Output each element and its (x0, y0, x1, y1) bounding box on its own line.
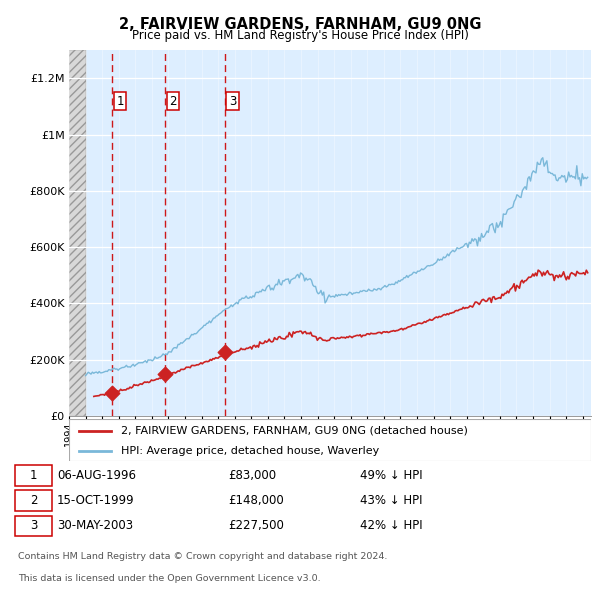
Point (220, 347, 230, 356)
FancyBboxPatch shape (15, 516, 52, 536)
Text: 2, FAIRVIEW GARDENS, FARNHAM, GU9 0NG: 2, FAIRVIEW GARDENS, FARNHAM, GU9 0NG (119, 17, 481, 31)
Text: 1: 1 (30, 469, 37, 482)
FancyBboxPatch shape (15, 466, 52, 486)
Point (160, 369, 170, 379)
Text: 06-AUG-1996: 06-AUG-1996 (57, 469, 136, 482)
Text: 3: 3 (30, 519, 37, 532)
Text: 3: 3 (229, 95, 236, 108)
Text: 2, FAIRVIEW GARDENS, FARNHAM, GU9 0NG (detached house): 2, FAIRVIEW GARDENS, FARNHAM, GU9 0NG (d… (121, 426, 468, 436)
Text: 15-OCT-1999: 15-OCT-1999 (57, 494, 134, 507)
Text: 43% ↓ HPI: 43% ↓ HPI (360, 494, 422, 507)
FancyBboxPatch shape (15, 490, 52, 511)
Text: 30-MAY-2003: 30-MAY-2003 (57, 519, 133, 532)
Bar (69, 50, 86, 416)
FancyBboxPatch shape (69, 419, 591, 461)
Point (107, 388, 117, 397)
Text: £83,000: £83,000 (228, 469, 276, 482)
Text: £227,500: £227,500 (228, 519, 284, 532)
Text: 42% ↓ HPI: 42% ↓ HPI (360, 519, 422, 532)
Text: This data is licensed under the Open Government Licence v3.0.: This data is licensed under the Open Gov… (18, 574, 320, 583)
Text: £148,000: £148,000 (228, 494, 284, 507)
Text: Price paid vs. HM Land Registry's House Price Index (HPI): Price paid vs. HM Land Registry's House … (131, 30, 469, 42)
Text: HPI: Average price, detached house, Waverley: HPI: Average price, detached house, Wave… (121, 446, 379, 455)
Text: 1: 1 (116, 95, 124, 108)
Text: 49% ↓ HPI: 49% ↓ HPI (360, 469, 422, 482)
Text: 2: 2 (30, 494, 37, 507)
Text: Contains HM Land Registry data © Crown copyright and database right 2024.: Contains HM Land Registry data © Crown c… (18, 552, 388, 562)
Text: 2: 2 (169, 95, 177, 108)
